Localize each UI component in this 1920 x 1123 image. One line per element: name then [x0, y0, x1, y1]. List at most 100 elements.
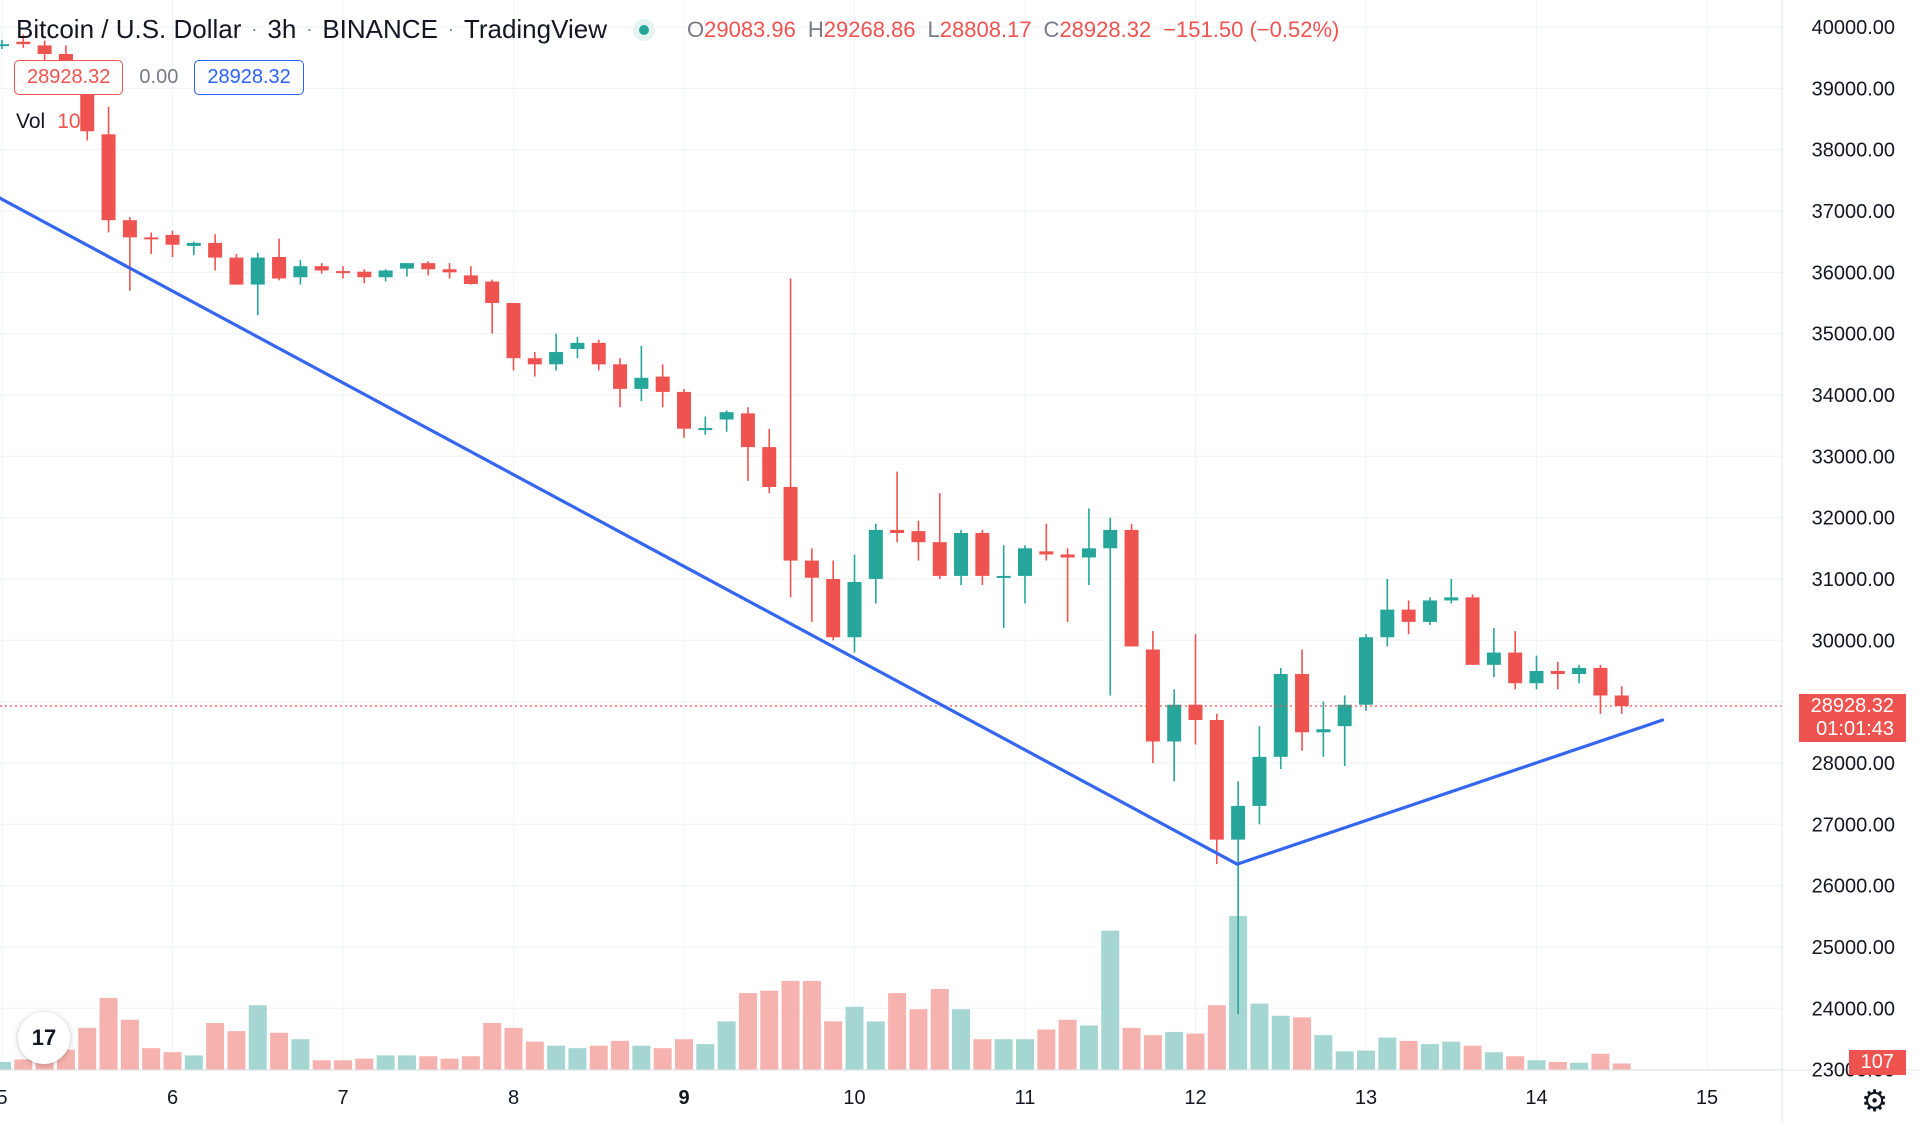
- candle-body: [186, 242, 201, 246]
- volume-bar: [355, 1058, 374, 1070]
- candle-body: [826, 578, 841, 638]
- candle-body: [1209, 720, 1224, 840]
- price-tick-label: 40000.00: [1812, 17, 1895, 39]
- candle-body: [847, 582, 862, 638]
- low-label: L: [927, 16, 940, 42]
- candle-body: [634, 377, 649, 389]
- interval-label[interactable]: 3h: [267, 14, 297, 44]
- volume-bar: [1101, 930, 1120, 1070]
- price-tick-label: 24000.00: [1812, 998, 1895, 1020]
- candle-body: [1060, 554, 1075, 558]
- price-tick-label: 33000.00: [1812, 446, 1895, 468]
- candle-body: [208, 242, 223, 258]
- time-tick-label: 11: [1015, 1087, 1036, 1109]
- candle-body: [442, 269, 457, 273]
- candle-body: [1550, 670, 1565, 675]
- candle-body: [762, 447, 777, 487]
- volume-bar: [206, 1023, 225, 1070]
- volume-bar: [163, 1052, 182, 1070]
- separator-dot: ·: [306, 19, 313, 39]
- volume-bar: [760, 990, 779, 1070]
- volume-bar: [1420, 1044, 1439, 1070]
- candle-body: [506, 302, 521, 359]
- time-tick-label: 5: [0, 1087, 8, 1109]
- candle-body: [1081, 548, 1096, 558]
- chart-header: Bitcoin / U.S. Dollar · 3h · BINANCE · T…: [16, 14, 1339, 45]
- candle-body: [421, 263, 436, 270]
- candle-body: [37, 45, 52, 54]
- separator-dot: ·: [447, 19, 454, 39]
- volume-bar: [312, 1060, 331, 1070]
- price-tick-label: 34000.00: [1812, 385, 1895, 407]
- volume-bar: [1591, 1053, 1610, 1070]
- candle-body: [336, 271, 350, 274]
- candle-body: [1337, 704, 1352, 727]
- candle-body: [868, 529, 883, 579]
- candle-body: [1316, 729, 1331, 733]
- gear-icon[interactable]: ⚙: [1861, 1085, 1888, 1118]
- volume-bar: [397, 1055, 416, 1070]
- trendline: [0, 196, 1239, 866]
- volume-bar: [1271, 1015, 1290, 1070]
- buy-button[interactable]: 28928.32: [194, 60, 304, 95]
- spread-value: 0.00: [139, 66, 179, 88]
- open-value: O29083.96: [687, 17, 796, 43]
- sell-button[interactable]: 28928.32: [14, 60, 124, 95]
- time-tick-label: 14: [1525, 1087, 1547, 1109]
- market-status-icon[interactable]: [632, 18, 655, 41]
- candle-body: [122, 220, 137, 238]
- candle-body: [1508, 652, 1523, 684]
- time-tick-label: 6: [167, 1087, 178, 1109]
- candle-body: [1359, 637, 1373, 705]
- volume-bar: [1037, 1029, 1056, 1070]
- volume-legend[interactable]: Vol 107: [16, 110, 92, 134]
- candle-body: [719, 412, 734, 420]
- candle-body: [0, 44, 9, 47]
- candle-body: [1572, 667, 1587, 675]
- volume-bar: [675, 1039, 693, 1070]
- close-value: C28928.32: [1044, 17, 1152, 43]
- volume-bar: [1378, 1037, 1397, 1070]
- price-tick-label: 31000.00: [1812, 569, 1895, 591]
- candle-body: [1124, 529, 1139, 647]
- volume-bar: [419, 1056, 438, 1070]
- price-tick-label: 36000.00: [1812, 262, 1895, 284]
- tradingview-logo-icon[interactable]: 17: [18, 1012, 70, 1064]
- volume-bar: [1122, 1027, 1141, 1070]
- bar-countdown: 01:01:43: [1816, 718, 1894, 740]
- time-tick-label: 10: [843, 1087, 865, 1109]
- candle-body: [783, 486, 798, 561]
- volume-bar: [802, 980, 821, 1070]
- volume-bar: [99, 997, 118, 1070]
- volume-bar: [1570, 1062, 1589, 1070]
- candle-body: [1018, 548, 1032, 576]
- volume-bar: [888, 993, 907, 1070]
- volume-bar: [78, 1027, 97, 1070]
- price-tick-label: 32000.00: [1812, 508, 1895, 530]
- price-tick-label: 25000.00: [1812, 937, 1895, 959]
- candle-body: [1039, 551, 1054, 555]
- candle-body: [527, 358, 542, 365]
- time-tick-label: 7: [337, 1087, 348, 1109]
- time-tick-label: 8: [508, 1087, 519, 1109]
- symbol-name[interactable]: Bitcoin / U.S. Dollar: [16, 14, 242, 44]
- volume-bar: [1293, 1017, 1312, 1070]
- volume-value: 107: [57, 110, 93, 133]
- volume-bar: [866, 1021, 885, 1070]
- volume-bar: [824, 1021, 843, 1070]
- volume-bar: [611, 1040, 630, 1070]
- volume-bar: [909, 1009, 928, 1070]
- volume-bar: [184, 1055, 203, 1070]
- volume-bar: [270, 1032, 289, 1070]
- candle-body: [591, 342, 606, 365]
- volume-bar: [1357, 1050, 1375, 1070]
- candle-body: [1380, 609, 1395, 638]
- low-value: L28808.17: [928, 17, 1032, 43]
- volume-bar: [504, 1027, 523, 1070]
- price-tick-label: 38000.00: [1812, 140, 1895, 162]
- volume-bar: [1143, 1035, 1162, 1070]
- candle-body: [1422, 600, 1437, 622]
- volume-bar: [632, 1045, 651, 1070]
- candle-body: [1295, 674, 1310, 733]
